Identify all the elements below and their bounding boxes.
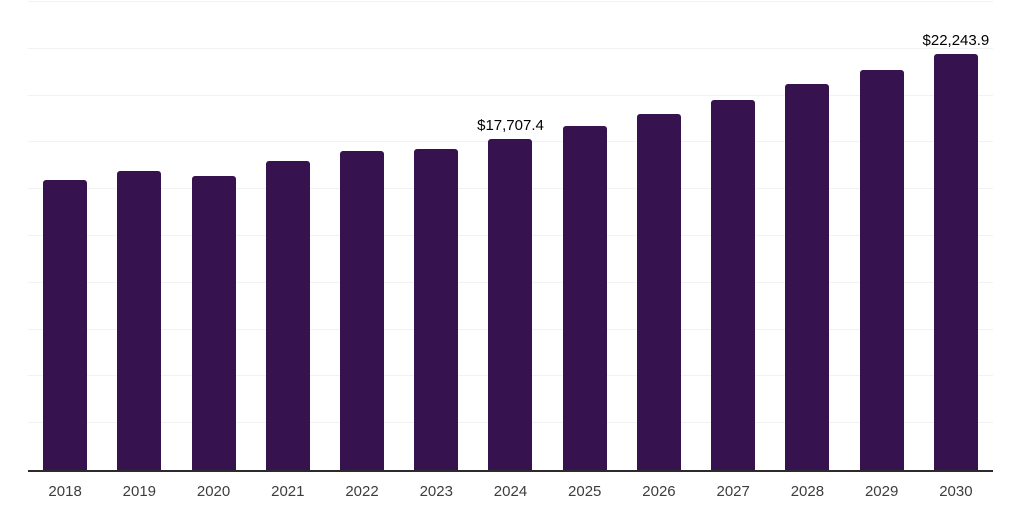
x-tick-2022: 2022	[345, 483, 379, 500]
bar-slot-2026	[622, 2, 696, 470]
bar-2029	[859, 69, 904, 470]
gridline-25000	[28, 1, 993, 2]
bar-slot-2024: $17,707.4	[473, 2, 547, 470]
gridline-22500	[28, 47, 993, 49]
bar-slot-2029	[845, 2, 919, 470]
bar-2018	[43, 179, 88, 470]
x-tick-2019: 2019	[122, 483, 157, 500]
bar-2019	[117, 170, 162, 470]
x-tick-2021: 2021	[271, 483, 305, 500]
bar-slot-2018	[28, 2, 102, 470]
bar-2025	[562, 125, 607, 470]
gridline-20000	[28, 94, 993, 96]
value-label-2030: $22,243.9	[922, 31, 990, 49]
bar-2024	[488, 138, 533, 470]
x-tick-2029: 2029	[864, 483, 899, 500]
x-tick-2025: 2025	[568, 483, 602, 500]
bar-2026	[636, 114, 681, 470]
x-tick-2030: 2030	[939, 483, 973, 500]
x-axis: 2018 2019 2020 2021 2022 2023 2024 2025 2026 2027…	[28, 481, 993, 503]
bar-2022	[340, 150, 385, 470]
bar-slot-2030: $22,243.9	[919, 2, 993, 470]
bar-slot-2022	[325, 2, 399, 470]
bar-slot-2028	[770, 2, 844, 470]
x-tick-2023: 2023	[419, 483, 453, 500]
bar-slot-2019	[102, 2, 176, 470]
bar-slot-2020	[176, 2, 250, 470]
bar-slot-2025	[548, 2, 622, 470]
x-tick-2020: 2020	[196, 483, 231, 500]
x-tick-2027: 2027	[716, 483, 750, 500]
value-label-2024: $17,707.4	[477, 116, 544, 134]
bar-slot-2027	[696, 2, 770, 470]
plot-area: $17,707.4 $22,243.9	[28, 1, 993, 472]
x-tick-2024: 2024	[493, 483, 528, 500]
bar-slot-2023	[399, 2, 473, 470]
bar-2023	[414, 148, 459, 470]
bar-slot-2021	[251, 2, 325, 470]
x-tick-2028: 2028	[790, 483, 825, 500]
bar-2028	[785, 83, 830, 470]
bar-2030	[933, 53, 978, 470]
bar-2020	[191, 176, 236, 470]
x-tick-2026: 2026	[642, 483, 676, 500]
x-tick-2018: 2018	[48, 483, 82, 500]
bar-2021	[265, 161, 310, 470]
bar-2027	[711, 99, 756, 470]
